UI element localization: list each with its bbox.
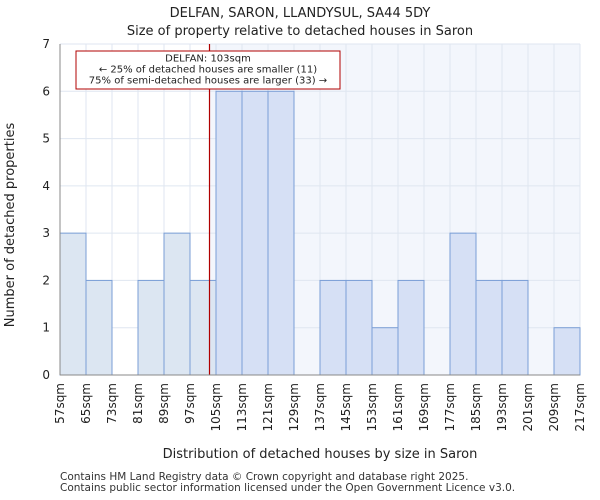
histogram-bar bbox=[319, 279, 347, 376]
histogram-bar bbox=[345, 279, 373, 376]
annotation-box bbox=[75, 50, 341, 90]
x-tick-label: 201sqm bbox=[521, 383, 535, 431]
x-tick-label: 121sqm bbox=[261, 383, 275, 431]
histogram-bar bbox=[215, 90, 243, 376]
histogram-bar bbox=[137, 279, 165, 376]
y-axis-label: Number of detached properties bbox=[3, 123, 18, 328]
x-tick-label: 193sqm bbox=[495, 383, 509, 431]
chart-subtitle: Size of property relative to detached ho… bbox=[126, 24, 474, 39]
chart-title: DELFAN, SARON, LLANDYSUL, SA44 5DY bbox=[169, 6, 431, 21]
histogram-bar bbox=[475, 279, 503, 376]
y-tick-label: 1 bbox=[42, 321, 50, 335]
histogram-bar bbox=[189, 279, 217, 376]
histogram-bar bbox=[163, 232, 191, 376]
y-tick-label: 0 bbox=[42, 368, 50, 382]
histogram-bar bbox=[85, 279, 113, 376]
x-tick-label: 153sqm bbox=[365, 383, 379, 431]
y-tick-label: 5 bbox=[42, 132, 50, 146]
y-tick-label: 3 bbox=[42, 226, 50, 240]
x-tick-label: 177sqm bbox=[443, 383, 457, 431]
x-tick-label: 57sqm bbox=[53, 383, 67, 424]
y-tick-label: 7 bbox=[42, 37, 50, 51]
histogram-bar bbox=[241, 90, 269, 376]
x-tick-label: 73sqm bbox=[105, 383, 119, 424]
x-tick-label: 169sqm bbox=[417, 383, 431, 431]
attribution-footer: Contains HM Land Registry data © Crown c… bbox=[60, 472, 515, 494]
x-axis-label: Distribution of detached houses by size … bbox=[163, 447, 478, 462]
histogram-bar bbox=[449, 232, 477, 376]
x-tick-label: 145sqm bbox=[339, 383, 353, 431]
histogram-bar bbox=[371, 327, 399, 376]
x-tick-label: 161sqm bbox=[391, 383, 405, 431]
x-tick-label: 209sqm bbox=[547, 383, 561, 431]
annotation-line: DELFAN: 103sqm bbox=[165, 54, 251, 65]
annotation-line: 75% of semi-detached houses are larger (… bbox=[89, 76, 327, 87]
x-tick-label: 129sqm bbox=[287, 383, 301, 431]
histogram-bar bbox=[397, 279, 425, 376]
x-tick-label: 81sqm bbox=[131, 383, 145, 424]
histogram-bar bbox=[59, 232, 87, 376]
histogram-bar bbox=[267, 90, 295, 376]
annotation-line: ← 25% of detached houses are smaller (11… bbox=[99, 65, 317, 76]
y-tick-label: 6 bbox=[42, 84, 50, 98]
chart-title-block: DELFAN, SARON, LLANDYSUL, SA44 5DY Size … bbox=[0, 5, 600, 41]
x-tick-label: 217sqm bbox=[573, 383, 587, 431]
y-tick-label: 4 bbox=[42, 179, 50, 193]
x-tick-label: 97sqm bbox=[183, 383, 197, 424]
attribution-line-1: Contains HM Land Registry data © Crown c… bbox=[60, 471, 469, 483]
x-tick-label: 89sqm bbox=[157, 383, 171, 424]
x-tick-label: 105sqm bbox=[209, 383, 223, 431]
histogram-bar bbox=[501, 279, 529, 376]
attribution-line-2: Contains public sector information licen… bbox=[60, 482, 516, 494]
x-tick-label: 137sqm bbox=[313, 383, 327, 431]
y-tick-label: 2 bbox=[42, 273, 50, 287]
x-tick-label: 185sqm bbox=[469, 383, 483, 431]
histogram-bar bbox=[553, 327, 581, 376]
x-tick-label: 113sqm bbox=[235, 383, 249, 431]
x-tick-label: 65sqm bbox=[79, 383, 93, 424]
